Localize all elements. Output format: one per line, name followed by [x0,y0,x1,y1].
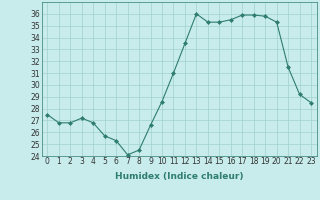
X-axis label: Humidex (Indice chaleur): Humidex (Indice chaleur) [115,172,244,181]
